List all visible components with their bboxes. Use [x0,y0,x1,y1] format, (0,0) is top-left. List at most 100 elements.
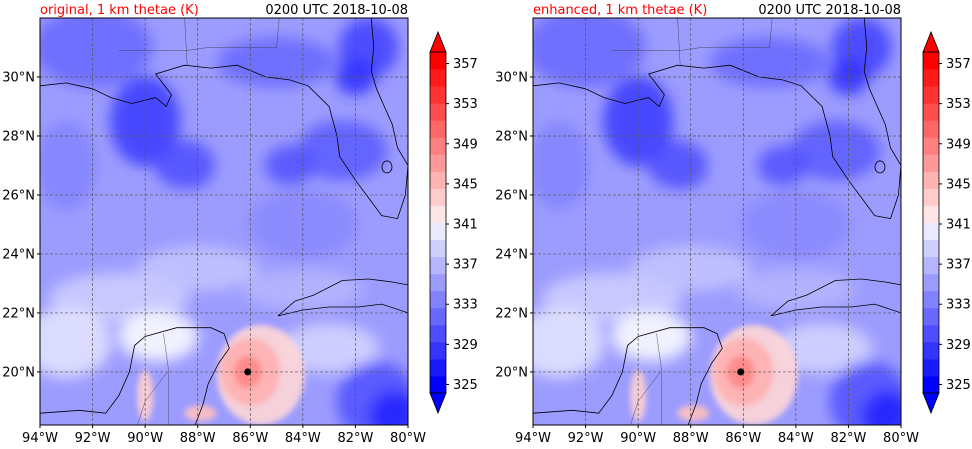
colorbar-segment [430,52,446,70]
map-frame [532,17,902,426]
colorbar-segment [923,273,939,292]
colorbar-segment [430,324,446,343]
lon-tick-label: 82°W [337,431,373,446]
colorbar-segment [430,205,446,223]
colorbar-extend-max [922,30,940,53]
colorbar-segment [430,375,446,394]
colorbar-segment [430,154,446,172]
lon-tick-label: 92°W [568,431,604,446]
lat-tick-label: 20°N [495,365,528,380]
map-panel-enhanced: 94°W 92°W 90°W 88°W 86°W 84°W 82°W 80°W 20°N 22°N… [495,17,919,446]
storm-center-marker [737,368,745,376]
colorbar-extend-min [922,392,940,415]
storm-center-marker [244,368,252,376]
lat-tick-label: 24°N [2,247,35,262]
colorbar-segment [923,375,939,394]
lon-tick-label: 92°W [75,431,111,446]
lon-tick-label: 86°W [232,431,268,446]
lat-tick-label: 30°N [2,70,35,85]
colorbar-segment [430,239,446,258]
colorbar-tick-label: 325 [946,378,971,393]
colorbar: 325 329 333 337 341 345 349 353 357 [922,30,971,415]
lon-tick-label: 80°W [883,431,919,446]
colorbar-segment [923,69,939,87]
colorbar-tick-label: 357 [453,57,478,72]
gridlines [533,18,901,425]
colorbar-segment [430,222,446,241]
lat-tick-label: 20°N [2,365,35,380]
panel-timestamp: 0200 UTC 2018-10-08 [265,3,408,18]
coastline [533,18,901,425]
coastline [40,18,408,425]
colorbar-tick-label: 345 [453,177,478,192]
map-panel-original: 94°W 92°W 90°W 88°W 86°W 84°W 82°W 80°W 20°N 22°N… [2,17,426,446]
colorbar-tick-label: 353 [453,97,478,112]
lon-tick-label: 90°W [620,431,656,446]
lat-tick-label: 22°N [495,306,528,321]
panel-title: original, 1 km thetae (K) [40,3,199,18]
colorbar-segment [430,273,446,292]
lon-tick-label: 82°W [830,431,866,446]
colorbar-tick-label: 357 [946,57,971,72]
colorbar-segment [923,341,939,360]
colorbar-segment [430,341,446,360]
lat-tick-label: 28°N [495,129,528,144]
colorbar-segment [430,256,446,275]
colorbar-tick-label: 353 [946,97,971,112]
lon-tick-label: 94°W [515,431,551,446]
colorbar-segment [430,69,446,87]
colorbar-tick-label: 337 [946,258,971,273]
colorbar-segment [923,239,939,258]
colorbar-segment [923,222,939,241]
lon-tick-label: 88°W [673,431,709,446]
colorbar-tick-label: 337 [453,258,478,273]
colorbar-tick-label: 333 [453,298,478,313]
colorbar-segment [430,307,446,326]
map-frame [39,17,409,426]
colorbar-segment [430,358,446,377]
colorbar-segment [430,103,446,121]
colorbar-tick-label: 349 [453,137,478,152]
lon-tick-label: 84°W [285,431,321,446]
colorbar-segment [923,256,939,275]
lat-tick-label: 22°N [2,306,35,321]
lat-tick-label: 30°N [495,70,528,85]
colorbar-tick-label: 333 [946,298,971,313]
lon-tick-label: 80°W [390,431,426,446]
colorbar-extend-max [429,30,447,53]
colorbar: 325 329 333 337 341 345 349 353 357 [429,30,478,415]
gridlines [40,18,408,425]
colorbar-segment [923,188,939,206]
lon-tick-label: 90°W [127,431,163,446]
colorbar-tick-label: 329 [946,338,971,353]
colorbar-segment [923,120,939,138]
colorbar-segment [430,290,446,309]
colorbar-segment [923,205,939,223]
panel-title: enhanced, 1 km thetae (K) [533,3,707,18]
colorbar-tick-label: 341 [453,218,478,233]
panel-timestamp: 0200 UTC 2018-10-08 [758,3,901,18]
lat-tick-label: 26°N [2,188,35,203]
colorbar-segment [923,86,939,104]
colorbar-segment [923,154,939,172]
colorbar-tick-label: 345 [946,177,971,192]
colorbar-segment [923,103,939,121]
colorbar-segment [923,324,939,343]
colorbar-segment [430,137,446,155]
colorbar-segment [430,86,446,104]
thetae-field [40,18,408,425]
colorbar-segment [923,137,939,155]
colorbar-segment [430,188,446,206]
lat-tick-label: 26°N [495,188,528,203]
colorbar-segment [923,52,939,70]
lon-tick-label: 88°W [180,431,216,446]
lat-tick-label: 28°N [2,129,35,144]
colorbar-segment [430,120,446,138]
colorbar-segment [923,290,939,309]
colorbar-tick-label: 341 [946,218,971,233]
lat-tick-label: 24°N [495,247,528,262]
colorbar-tick-label: 349 [946,137,971,152]
lon-tick-label: 86°W [725,431,761,446]
thetae-field [533,18,901,425]
